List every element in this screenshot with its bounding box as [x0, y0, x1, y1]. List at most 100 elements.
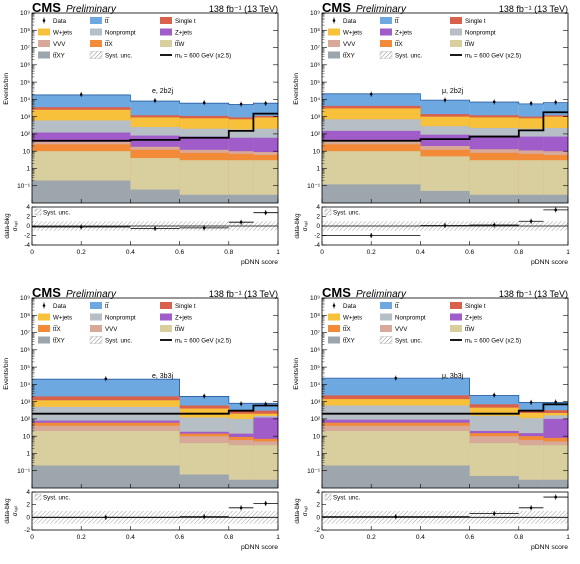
ratio-y-title-denominator: σₛₐₜ	[302, 506, 309, 517]
legend-entry-tt: tt̅	[380, 17, 400, 25]
legend-entry-tt: tt̅	[90, 302, 110, 310]
y-axis-title: Events/bin	[293, 73, 300, 105]
legend-label: W+jets	[343, 29, 362, 36]
legend-label: Nonprompt	[105, 29, 136, 36]
x-tick-label: 0.8	[224, 534, 233, 541]
bar-ttxy-bin2	[469, 194, 519, 203]
legend-label: tt̅	[105, 18, 110, 25]
legend-label: tt̅X	[105, 41, 113, 48]
ratio-legend-swatch	[34, 493, 42, 501]
legend-swatch	[38, 325, 50, 332]
legend-entry-nonprompt: Nonprompt	[380, 313, 426, 321]
legend-swatch	[90, 325, 102, 332]
y-tick-label: 10⁸	[20, 312, 30, 319]
channel-label: μ, 2b2j	[442, 88, 464, 95]
legend-swatch	[160, 17, 172, 24]
ratio-y-title-numerator: data-bkg	[4, 498, 11, 524]
ratio-point-bin3	[529, 219, 533, 223]
y-tick-label: 10⁻¹	[307, 183, 321, 190]
y-tick-label: 10⁷	[310, 45, 320, 52]
ratio-y-tick-label: -4	[314, 242, 320, 249]
legend-entry-ttxy: tt̅XY	[38, 51, 65, 59]
legend-swatch	[160, 302, 172, 309]
legend-entry-data: Data	[42, 17, 67, 25]
x-tick-label: 0.6	[465, 534, 474, 541]
ratio-legend-label: Syst. unc.	[43, 210, 70, 217]
legend-entry-syst-unc-: Syst. unc.	[379, 336, 422, 344]
preliminary-label: Preliminary	[66, 289, 117, 300]
bar-ttxy-bin0	[322, 184, 421, 203]
legend-swatch-hatch	[379, 51, 393, 59]
ratio-point-bin3	[264, 502, 268, 505]
ratio-y-tick-label: 0	[316, 514, 320, 521]
panel-bottom-left: 10⁻¹11010²10³10⁴10⁵10⁶10⁷10⁸10⁹Events/bi…	[3, 285, 280, 551]
legend-label: VVV	[53, 41, 66, 48]
legend-entry-signal: mₓ = 600 GeV (x2.5)	[450, 337, 521, 344]
y-tick-label: 10⁹	[20, 295, 30, 302]
legend-entry-single-t: Single t	[450, 17, 486, 25]
x-tick-label: 0.8	[224, 249, 233, 256]
ratio-point-bin0	[79, 225, 83, 229]
bar-ttxy-bin0	[32, 180, 131, 203]
ratio-point-bin1	[492, 512, 496, 515]
legend-label: mₓ = 600 GeV (x2.5)	[175, 52, 231, 59]
y-tick-label: 10⁵	[310, 364, 320, 371]
legend-entry-syst-unc-: Syst. unc.	[89, 51, 132, 59]
x-tick-label: 0.6	[175, 249, 184, 256]
ratio-y-tick-label: -2	[24, 527, 30, 534]
legend-swatch	[450, 313, 462, 321]
ratio-y-tick-label: 2	[26, 214, 30, 221]
y-tick-label: 10³	[311, 399, 321, 406]
legend-label: Z+jets	[175, 29, 192, 36]
x-tick-label: 0.8	[514, 249, 523, 256]
y-axis-title: Events/bin	[293, 358, 300, 390]
legend-swatch	[328, 313, 340, 321]
y-tick-label: 10	[313, 148, 321, 155]
legend-label: W+jets	[343, 314, 362, 321]
ratio-legend-swatch	[324, 493, 332, 501]
legend-label: mₓ = 600 GeV (x2.5)	[465, 337, 521, 344]
legend-entry-z-jets: Z+jets	[380, 28, 412, 36]
signal-line	[322, 111, 568, 142]
ratio-y-tick-label: 4	[316, 489, 320, 496]
y-tick-label: 10⁴	[310, 382, 320, 389]
cms-label: CMS	[322, 285, 351, 300]
ratio-y-tick-label: -2	[314, 233, 320, 240]
legend-label: tt̅X	[343, 326, 351, 333]
legend-label: Z+jets	[395, 29, 412, 36]
legend-swatch	[380, 40, 392, 47]
x-axis-title: pDNN score	[241, 544, 278, 551]
ratio-y-tick-label: 2	[26, 502, 30, 509]
panel-bottom-right: 10⁻¹11010²10³10⁴10⁵10⁶10⁷10⁸10⁹Events/bi…	[293, 285, 570, 551]
ratio-point-bin4	[554, 208, 557, 212]
ratio-point-bin2	[202, 226, 206, 230]
legend-swatch	[328, 28, 340, 36]
legend-swatch	[160, 40, 172, 47]
x-tick-label: 0.4	[126, 249, 135, 256]
main-frame	[31, 12, 279, 204]
legend-swatch	[380, 325, 392, 332]
legend-entry-ttx: tt̅X	[38, 325, 61, 333]
legend-entry-signal: mₓ = 600 GeV (x2.5)	[450, 52, 521, 59]
channel-label: e, 2b2j	[152, 88, 173, 95]
panel-top-left: 10⁻¹11010²10³10⁴10⁵10⁶10⁷10⁸10⁹Events/bi…	[3, 0, 280, 266]
lumi-label: 138 fb⁻¹ (13 TeV)	[499, 4, 568, 14]
legend-swatch	[380, 302, 392, 309]
legend-entry-syst-unc-: Syst. unc.	[89, 336, 132, 344]
ratio-y-tick-label: 4	[26, 204, 30, 211]
legend-swatch	[38, 40, 50, 47]
ratio-point-bin0	[369, 234, 373, 237]
legend-entry-vvv: VVV	[380, 325, 408, 333]
bar-ttxy-bin2	[228, 479, 254, 488]
bar-ttxy-bin4	[543, 194, 568, 203]
legend-label: tt̅XY	[53, 337, 65, 344]
x-tick-label: 0.4	[416, 249, 425, 256]
y-tick-label: 10³	[311, 114, 321, 121]
bar-ttxy-bin1	[130, 189, 180, 203]
y-tick-label: 10⁷	[310, 330, 320, 337]
legend-label: Z+jets	[465, 314, 482, 321]
ratio-point-bin1	[202, 515, 206, 518]
legend-entry-single-t: Single t	[160, 17, 196, 25]
total-bkg-outline	[322, 377, 568, 403]
legend-swatch	[450, 17, 462, 24]
